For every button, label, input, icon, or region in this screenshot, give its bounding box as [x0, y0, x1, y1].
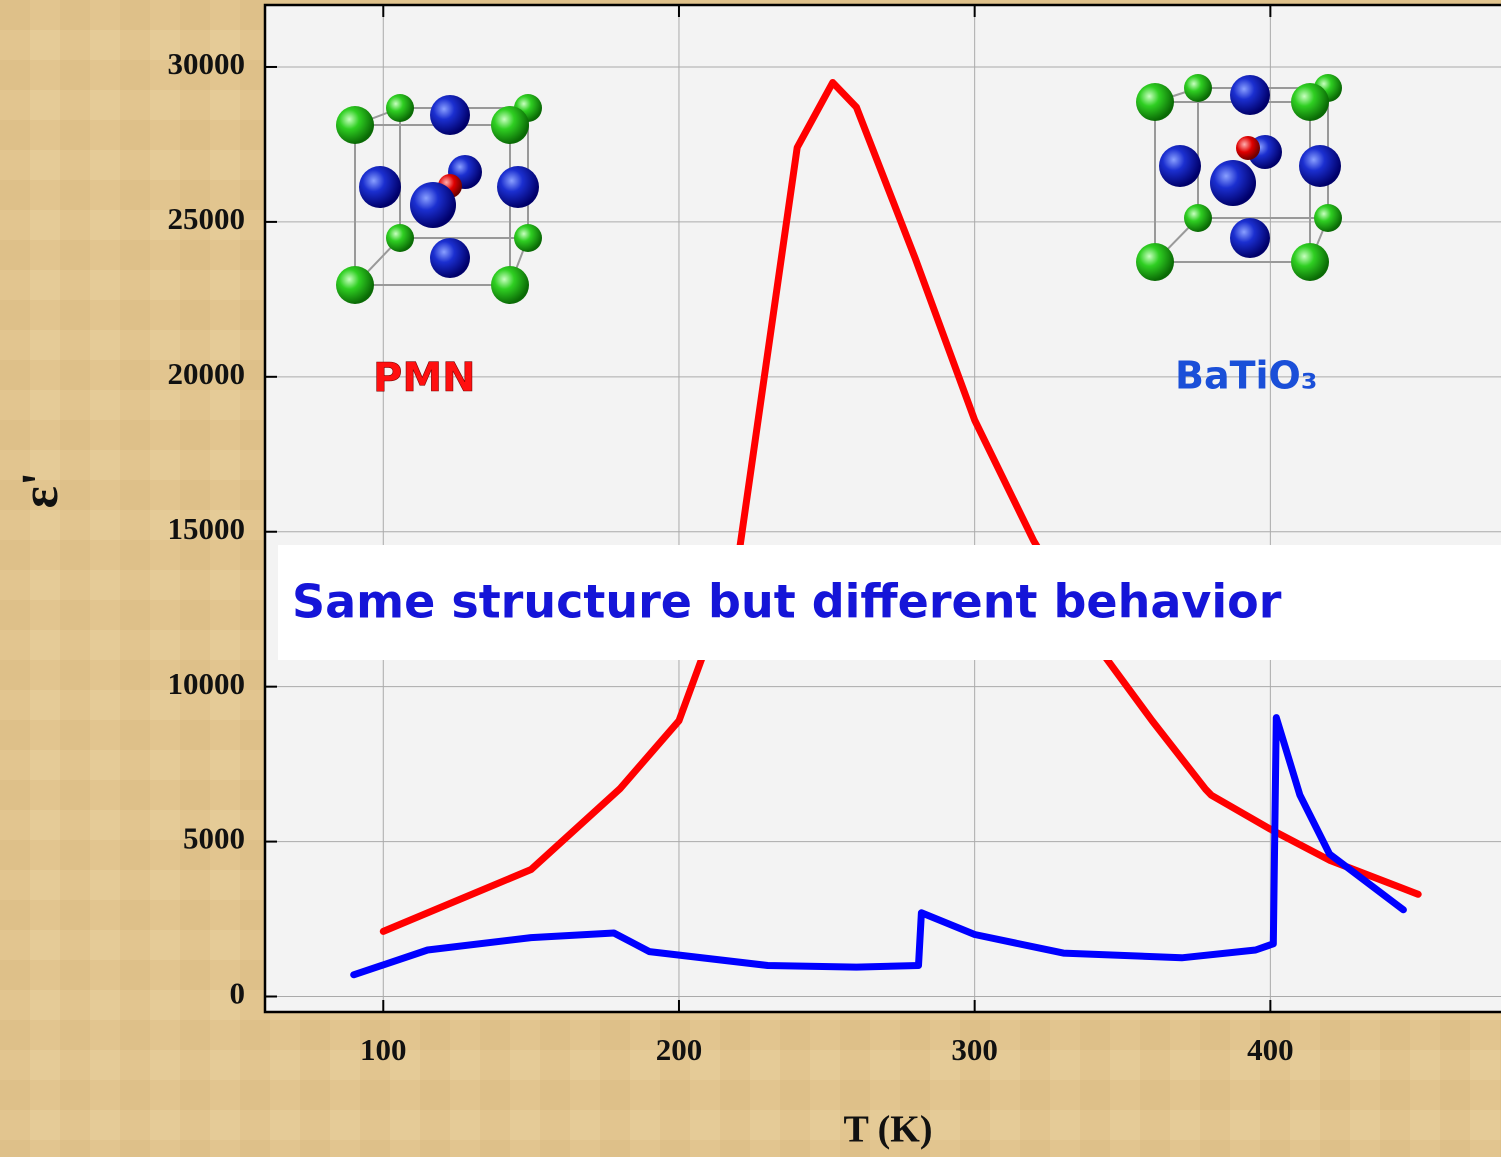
series-label: PMN [373, 355, 476, 401]
y-tick-label: 25000 [168, 201, 246, 236]
y-tick-label: 20000 [168, 356, 246, 391]
y-tick-label: 5000 [183, 821, 245, 856]
x-tick-label: 400 [1247, 1032, 1294, 1067]
y-tick-label: 10000 [168, 666, 246, 701]
x-tick-label: 300 [951, 1032, 998, 1067]
x-tick-label: 100 [360, 1032, 407, 1067]
crystal-structure [336, 94, 542, 304]
y-axis-label: ε' [12, 472, 69, 509]
series-label: BaTiO₃ [1175, 354, 1318, 398]
x-tick-label: 200 [656, 1032, 703, 1067]
series-line [350, 714, 1407, 979]
series-line [379, 79, 1422, 935]
y-tick-label: 0 [230, 976, 246, 1011]
y-tick-label: 15000 [168, 511, 246, 546]
y-tick-label: 30000 [168, 46, 246, 81]
plot-frame [263, 3, 1501, 1014]
annotation-box [278, 545, 1501, 660]
crystal-structure [1136, 74, 1342, 281]
x-axis-label: T (K) [843, 1109, 932, 1151]
annotation: Same structure but different behavior [292, 575, 1282, 629]
